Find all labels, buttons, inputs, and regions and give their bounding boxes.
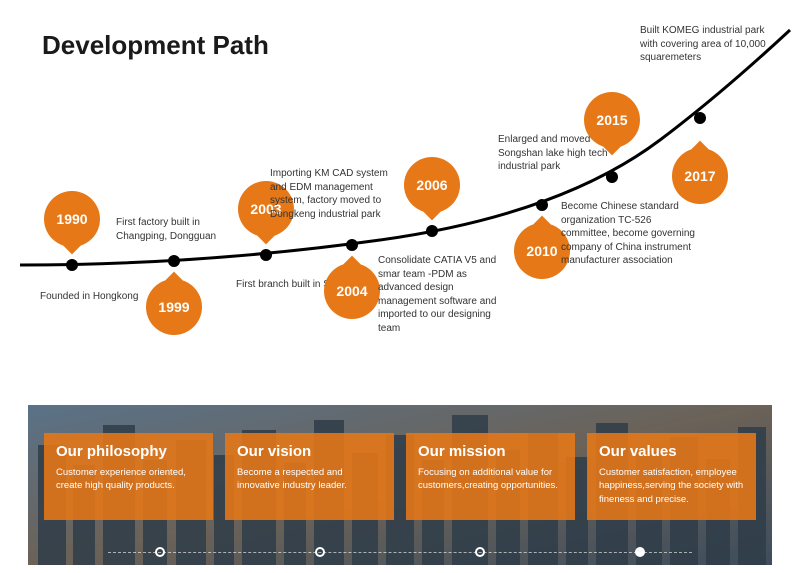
milestone-desc: First factory built in Changping, Donggu… <box>116 216 251 243</box>
year-marker: 2017 <box>672 148 728 204</box>
card-body: Focusing on additional value for custome… <box>418 466 563 493</box>
value-card: Our values Customer satisfaction, employe… <box>587 433 756 520</box>
card-body: Customer satisfaction, employee happines… <box>599 466 744 506</box>
year-label: 2010 <box>526 243 557 259</box>
milestone-desc: Importing KM CAD system and EDM manageme… <box>270 167 405 221</box>
nav-dots <box>28 547 772 557</box>
year-label: 1999 <box>158 299 189 315</box>
card-title: Our vision <box>237 443 382 460</box>
year-marker: 1999 <box>146 279 202 335</box>
nav-dot[interactable] <box>155 547 165 557</box>
card-title: Our values <box>599 443 744 460</box>
timeline-dot <box>426 225 438 237</box>
milestone-desc: Built KOMEG industrial park with coverin… <box>640 24 775 65</box>
timeline-dot <box>66 259 78 271</box>
nav-dot[interactable] <box>475 547 485 557</box>
timeline-dot <box>606 171 618 183</box>
nav-dot[interactable] <box>635 547 645 557</box>
year-label: 2006 <box>416 177 447 193</box>
value-card: Our vision Become a respected and innovat… <box>225 433 394 520</box>
year-label: 2004 <box>336 283 367 299</box>
year-marker: 2004 <box>324 263 380 319</box>
card-body: Customer experience oriented, create hig… <box>56 466 201 493</box>
year-marker: 1990 <box>44 191 100 247</box>
card-title: Our philosophy <box>56 443 201 460</box>
year-marker: 2015 <box>584 92 640 148</box>
timeline-dot <box>260 249 272 261</box>
nav-dot[interactable] <box>315 547 325 557</box>
timeline-dot <box>346 239 358 251</box>
milestone-desc: Become Chinese standard organization TC-… <box>561 200 696 268</box>
year-label: 2015 <box>596 112 627 128</box>
timeline: 1990Founded in Hongkong1999First factory… <box>0 0 800 380</box>
card-row: Our philosophy Customer experience orient… <box>28 433 772 520</box>
card-title: Our mission <box>418 443 563 460</box>
milestone-desc: Consolidate CATIA V5 and smar team -PDM … <box>378 254 513 335</box>
card-body: Become a respected and innovative indust… <box>237 466 382 493</box>
timeline-dot <box>536 199 548 211</box>
year-marker: 2006 <box>404 157 460 213</box>
value-card: Our philosophy Customer experience orient… <box>44 433 213 520</box>
year-label: 2017 <box>684 168 715 184</box>
year-label: 1990 <box>56 211 87 227</box>
timeline-dot <box>168 255 180 267</box>
timeline-dot <box>694 112 706 124</box>
value-card: Our mission Focusing on additional value … <box>406 433 575 520</box>
bottom-banner: Our philosophy Customer experience orient… <box>28 405 772 565</box>
